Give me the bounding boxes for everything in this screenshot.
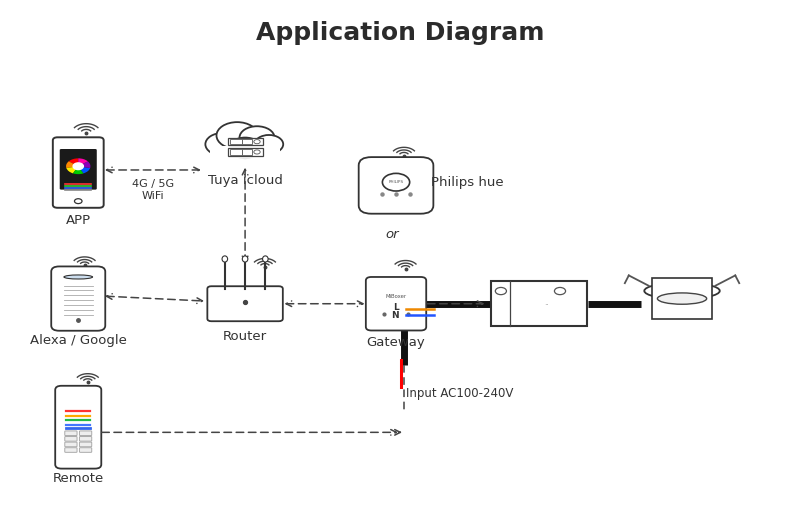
Circle shape [73, 163, 83, 170]
Wedge shape [69, 159, 78, 166]
Text: ··: ·· [545, 302, 550, 310]
FancyBboxPatch shape [207, 286, 283, 321]
Circle shape [229, 138, 261, 158]
Wedge shape [78, 161, 90, 168]
FancyBboxPatch shape [242, 149, 252, 154]
Wedge shape [78, 166, 90, 173]
FancyBboxPatch shape [55, 386, 102, 469]
FancyBboxPatch shape [65, 448, 77, 452]
Text: 4G / 5G
WiFi: 4G / 5G WiFi [132, 179, 174, 201]
Wedge shape [66, 166, 78, 173]
FancyBboxPatch shape [230, 139, 242, 144]
FancyBboxPatch shape [79, 448, 92, 452]
Wedge shape [73, 166, 83, 174]
Text: L: L [394, 303, 399, 313]
Circle shape [217, 122, 258, 149]
FancyBboxPatch shape [65, 442, 77, 447]
Ellipse shape [242, 256, 248, 262]
Ellipse shape [262, 256, 268, 262]
FancyBboxPatch shape [51, 266, 106, 331]
Text: Router: Router [223, 331, 267, 344]
Text: Input AC100-240V: Input AC100-240V [406, 387, 513, 400]
FancyBboxPatch shape [79, 442, 92, 447]
Text: APP: APP [66, 214, 91, 227]
FancyBboxPatch shape [79, 436, 92, 441]
FancyBboxPatch shape [230, 149, 242, 154]
Ellipse shape [64, 275, 93, 279]
Text: PHILIPS: PHILIPS [389, 180, 403, 184]
Text: Application Diagram: Application Diagram [256, 21, 544, 45]
FancyBboxPatch shape [358, 157, 434, 214]
Wedge shape [66, 161, 78, 168]
FancyBboxPatch shape [652, 278, 712, 319]
FancyBboxPatch shape [65, 431, 77, 436]
Circle shape [254, 135, 283, 153]
Circle shape [239, 126, 274, 149]
Ellipse shape [644, 283, 720, 299]
Ellipse shape [658, 293, 706, 304]
FancyBboxPatch shape [65, 436, 77, 441]
Text: N: N [391, 310, 399, 320]
Text: Alexa / Google: Alexa / Google [30, 333, 126, 346]
Wedge shape [78, 159, 88, 166]
Circle shape [206, 133, 240, 155]
Text: Gateway: Gateway [366, 335, 426, 348]
FancyBboxPatch shape [79, 431, 92, 436]
Text: or: or [386, 228, 399, 241]
FancyBboxPatch shape [210, 146, 280, 157]
Ellipse shape [222, 256, 228, 262]
Text: Philips hue: Philips hue [431, 176, 504, 189]
Text: Remote: Remote [53, 473, 104, 486]
FancyBboxPatch shape [228, 138, 262, 145]
FancyBboxPatch shape [228, 148, 262, 155]
FancyBboxPatch shape [242, 139, 252, 144]
Text: MiBoxer: MiBoxer [386, 294, 406, 300]
FancyBboxPatch shape [60, 149, 97, 190]
FancyBboxPatch shape [366, 277, 426, 331]
Text: Tuya icloud: Tuya icloud [208, 174, 282, 187]
FancyBboxPatch shape [53, 137, 104, 208]
FancyBboxPatch shape [491, 281, 586, 327]
